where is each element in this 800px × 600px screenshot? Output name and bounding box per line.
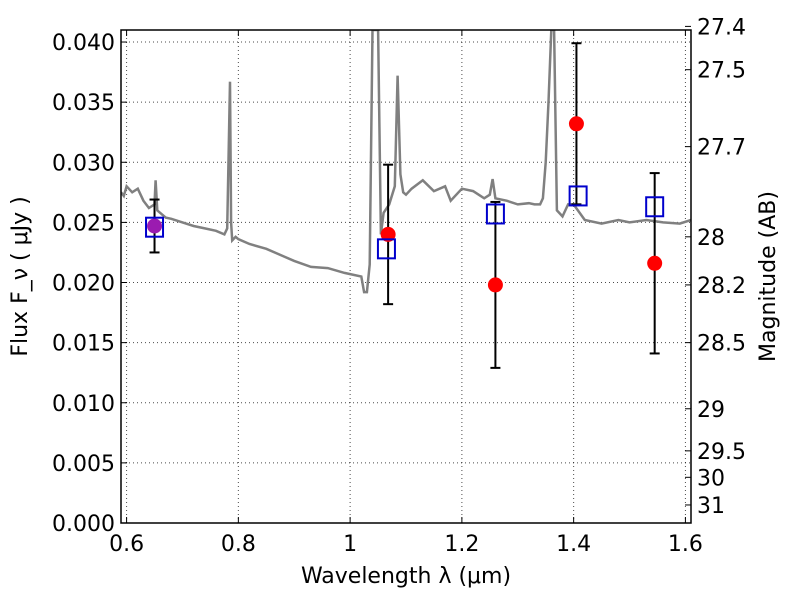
- model-spectrum-line: [121, 30, 691, 294]
- x-tick-label: 0.6: [109, 532, 144, 557]
- y-tick-label: 0.000: [52, 512, 115, 537]
- observed-flux-point: [568, 116, 584, 132]
- right-tick-label: 28.2: [697, 274, 746, 299]
- observed-flux-point: [647, 255, 663, 271]
- y-tick-label: 0.030: [52, 151, 115, 176]
- y-tick-label: 0.020: [52, 272, 115, 297]
- synthetic-flux-marker: [376, 238, 396, 260]
- y-tick-label: 0.005: [52, 452, 115, 477]
- right-tick-label: 28.5: [697, 332, 746, 357]
- right-tick-label: 30: [697, 466, 725, 491]
- right-tick-label: 27.5: [697, 59, 746, 84]
- synthetic-flux-marker: [645, 196, 665, 218]
- observed-flux-point: [380, 226, 396, 242]
- plot-area: [121, 30, 691, 369]
- y-tick-label: 0.035: [52, 91, 115, 116]
- observed-flux-point: [487, 277, 503, 293]
- x-tick-label: 1: [343, 532, 357, 557]
- right-tick-label: 27.7: [697, 136, 746, 161]
- right-tick-label: 29: [697, 398, 725, 423]
- y-tick-label: 0.015: [52, 332, 115, 357]
- grid: [121, 30, 691, 523]
- x-tick-label: 1.2: [444, 532, 479, 557]
- y-tick-label: 0.010: [52, 392, 115, 417]
- y-axis-title: Flux F_ν ( μJy ): [8, 196, 33, 356]
- synthetic-flux-marker: [485, 203, 505, 225]
- x-axis-title: Wavelength λ (μm): [301, 564, 511, 589]
- axis-ticks: 0.6 0.8 1 1.2 1.4 1.6 0.000 0.005 0.010 0.015 0.02…: [52, 15, 746, 557]
- x-tick-label: 1.6: [668, 532, 703, 557]
- right-tick-label: 27.4: [697, 15, 746, 40]
- right-axis-title: Magnitude (AB): [756, 191, 781, 362]
- plot-frame: [120, 29, 692, 524]
- right-tick-label: 28: [697, 226, 725, 251]
- synthetic-flux-marker: [568, 185, 588, 207]
- y-tick-label: 0.040: [52, 31, 115, 56]
- x-tick-label: 1.4: [556, 532, 591, 557]
- observed-flux-point: [147, 218, 163, 234]
- synthetic-flux-marker: [145, 216, 165, 238]
- x-tick-label: 0.8: [221, 532, 256, 557]
- y-tick-label: 0.025: [52, 211, 115, 236]
- right-tick-label: 31: [697, 494, 725, 519]
- right-tick-label: 29.5: [697, 440, 746, 465]
